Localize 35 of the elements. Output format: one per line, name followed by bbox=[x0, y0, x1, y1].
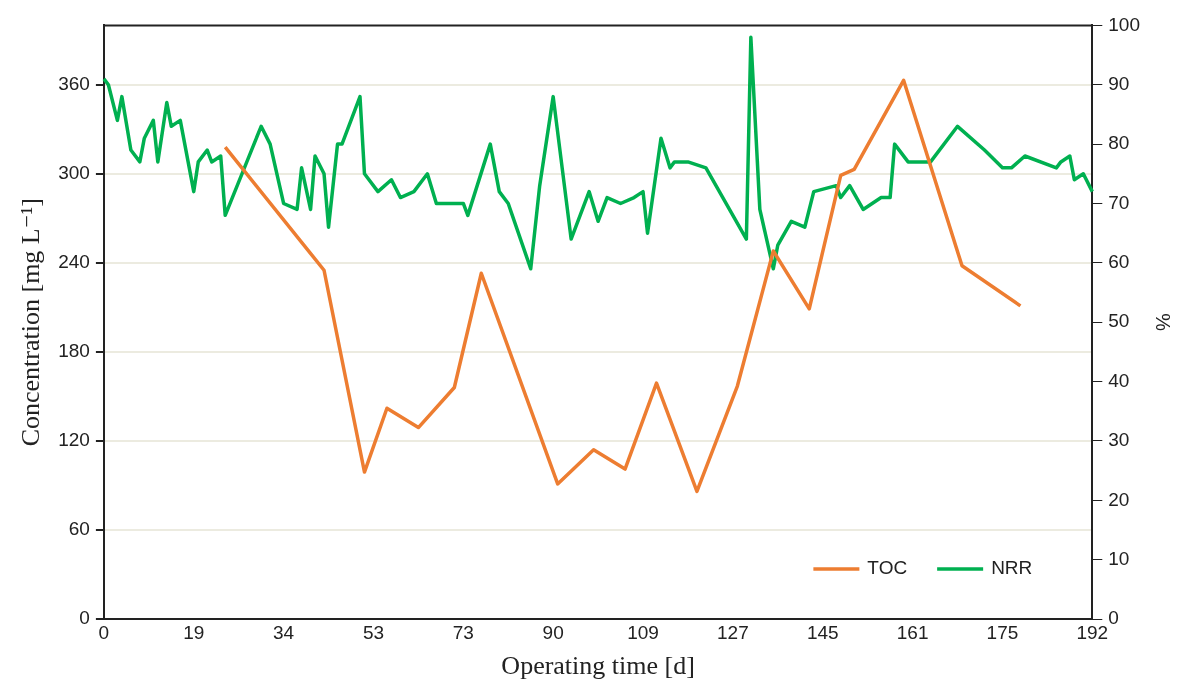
y-tick-label: 180 bbox=[58, 340, 90, 362]
y-tick-label: 360 bbox=[58, 72, 90, 94]
x-tick-label: 34 bbox=[273, 621, 295, 643]
y2-tick-label: 30 bbox=[1108, 429, 1130, 451]
y2-tick-label: 20 bbox=[1108, 488, 1130, 510]
y2-tick-label: 50 bbox=[1108, 310, 1130, 332]
y-tick-label: 240 bbox=[58, 251, 90, 273]
x-tick-label: 0 bbox=[98, 621, 110, 643]
y2-tick-label: 70 bbox=[1108, 191, 1130, 213]
y2-tick-label: 90 bbox=[1108, 72, 1130, 94]
x-tick-label: 90 bbox=[542, 621, 564, 643]
x-tick-label: 109 bbox=[627, 621, 659, 643]
y-tick-label: 60 bbox=[68, 518, 90, 540]
y2-tick-label: 80 bbox=[1108, 132, 1130, 154]
y-tick-label: 0 bbox=[79, 607, 90, 629]
y-tick-label: 300 bbox=[58, 162, 90, 184]
legend-label: TOC bbox=[867, 557, 908, 579]
x-axis-title: Operating time [d] bbox=[501, 651, 695, 681]
y2-tick-label: 40 bbox=[1108, 369, 1130, 391]
legend-label: NRR bbox=[991, 557, 1033, 579]
y2-tick-label: 100 bbox=[1108, 13, 1140, 35]
x-tick-label: 73 bbox=[452, 621, 474, 643]
x-tick-label: 161 bbox=[896, 621, 929, 643]
y2-tick-label: 0 bbox=[1108, 607, 1119, 629]
y2-tick-label: 10 bbox=[1108, 547, 1130, 569]
y-axis-title: Concentration [mg L⁻¹] bbox=[16, 198, 46, 447]
y-tick-label: 120 bbox=[58, 429, 90, 451]
x-tick-label: 145 bbox=[806, 621, 839, 643]
x-tick-label: 127 bbox=[717, 621, 749, 643]
y2-axis-title: % bbox=[1152, 313, 1175, 332]
x-tick-label: 175 bbox=[986, 621, 1019, 643]
x-tick-label: 192 bbox=[1076, 621, 1109, 643]
x-tick-label: 53 bbox=[362, 621, 385, 643]
x-tick-label: 19 bbox=[183, 621, 205, 643]
y2-tick-label: 60 bbox=[1108, 251, 1130, 273]
